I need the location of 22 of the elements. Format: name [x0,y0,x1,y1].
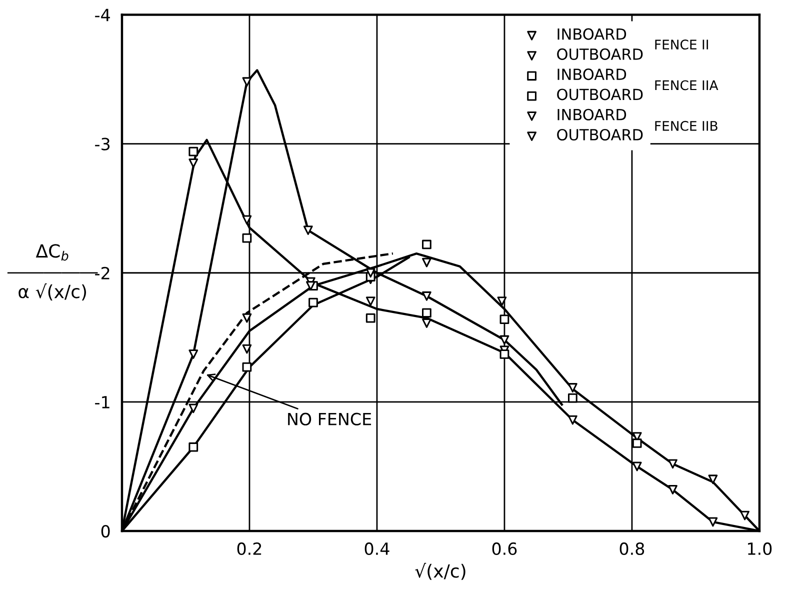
legend-label: OUTBOARD [557,128,643,141]
annotation: FENCE IIB [655,120,718,131]
legend-label: INBOARD [558,28,626,40]
legend-label: OUTBOARD [557,88,643,100]
legend-label: OUTBOARD [557,48,643,60]
y-tick-label: -4 [95,8,110,22]
legend-label: INBOARD [558,68,626,80]
y-tick-label: 0 [101,524,110,538]
x-axis-title: √(x/c) [415,562,466,580]
x-tick-label: 0.8 [620,542,644,556]
x-tick-label: 0.2 [237,542,262,556]
x-tick-label: 1.0 [748,542,772,556]
annotation: NO FENCE [288,412,372,426]
x-tick-label: 0.6 [492,542,517,556]
annotation: FENCE IIA [655,80,718,90]
legend-label: INBOARD [558,108,626,120]
y-tick-label: -3 [95,138,110,150]
x-tick-label: 0.4 [364,542,390,556]
y-tick-label: -2 [95,266,110,280]
y-axis-title: ΔC$_{b}$ ――――― α √(x/c) [7,244,98,300]
y-tick-label: -1 [95,396,110,408]
annotation: FENCE II [655,40,708,50]
